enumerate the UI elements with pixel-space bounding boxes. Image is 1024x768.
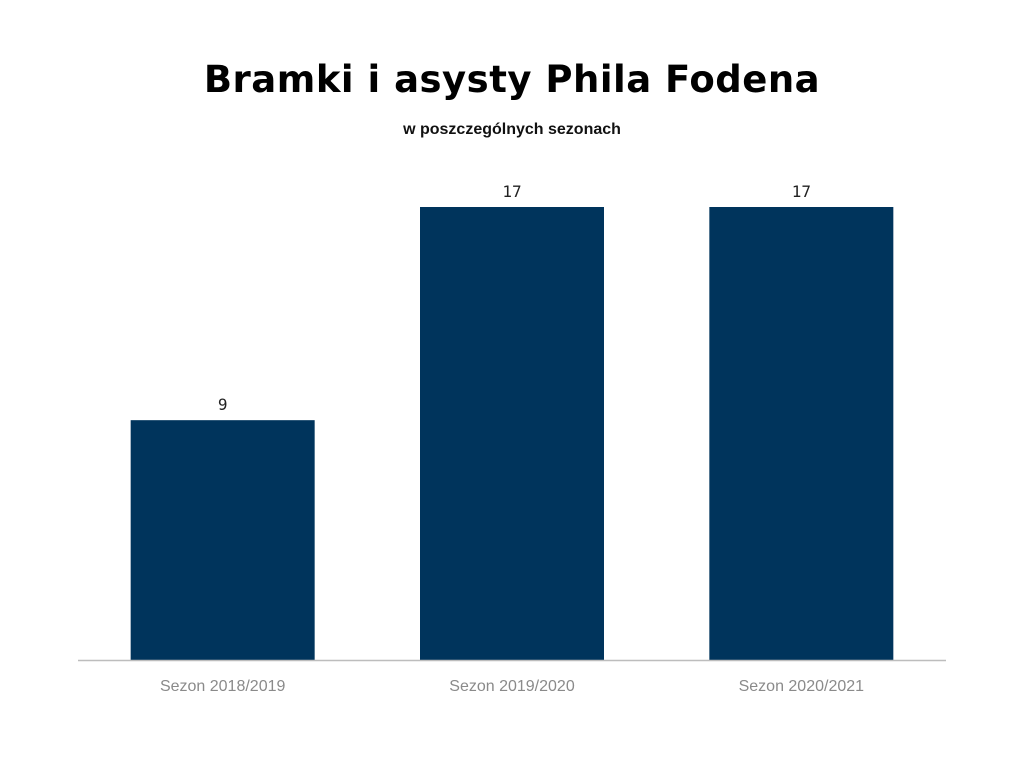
x-tick-labels-group: Sezon 2018/2019 Sezon 2019/2020 Sezon 2020… bbox=[160, 678, 864, 695]
bar-2 bbox=[420, 207, 604, 660]
bar-value-label-2: 17 bbox=[502, 182, 521, 201]
x-tick-label-1: Sezon 2018/2019 bbox=[160, 678, 286, 695]
bars-group bbox=[130, 207, 894, 660]
bar-value-label-3: 17 bbox=[792, 182, 811, 201]
chart-subtitle: w poszczególnych sezonach bbox=[403, 121, 621, 138]
value-labels-group: 9 17 17 bbox=[218, 182, 811, 414]
x-tick-label-2: Sezon 2019/2020 bbox=[449, 678, 575, 695]
bar-value-label-1: 9 bbox=[218, 395, 228, 414]
bar-3 bbox=[709, 207, 894, 660]
chart-title: Bramki i asysty Phila Fodena bbox=[203, 58, 821, 101]
x-tick-label-3: Sezon 2020/2021 bbox=[739, 678, 865, 695]
bar-1 bbox=[130, 420, 315, 660]
